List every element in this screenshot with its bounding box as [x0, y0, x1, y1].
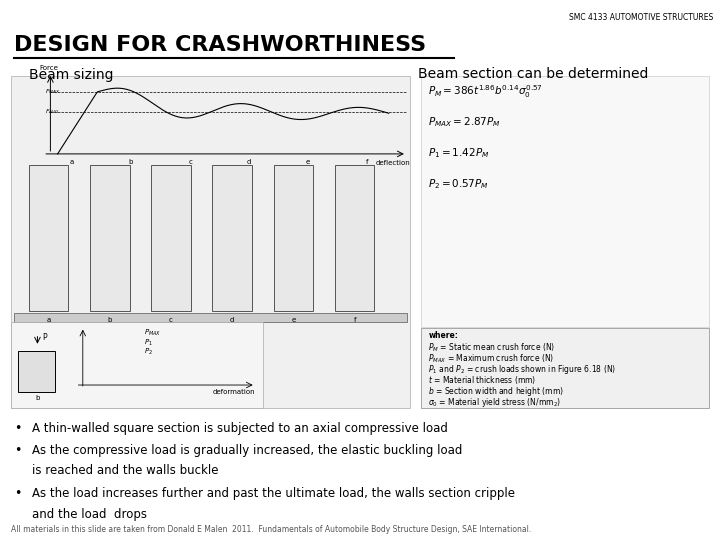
- Text: P: P: [42, 333, 46, 342]
- Bar: [18, 351, 55, 392]
- FancyBboxPatch shape: [421, 328, 709, 408]
- Text: f: f: [354, 317, 356, 323]
- Text: $P_2$: $P_2$: [144, 347, 153, 357]
- Text: f: f: [366, 159, 369, 165]
- Bar: [90, 165, 130, 310]
- Text: Beam section can be determined: Beam section can be determined: [418, 68, 648, 82]
- Text: A thin-walled square section is subjected to an axial compressive load: A thin-walled square section is subjecte…: [32, 422, 449, 435]
- FancyBboxPatch shape: [421, 76, 709, 327]
- Text: b: b: [129, 159, 133, 165]
- Text: c: c: [188, 159, 192, 165]
- Text: e: e: [292, 317, 295, 323]
- Text: Force: Force: [40, 65, 58, 71]
- Text: deflection: deflection: [376, 160, 410, 166]
- Text: $t$ = Material thickness (mm): $t$ = Material thickness (mm): [428, 374, 536, 386]
- Text: $\sigma_0$ = Material yield stress (N/mm$_2$): $\sigma_0$ = Material yield stress (N/mm…: [428, 396, 562, 409]
- Text: e: e: [306, 159, 310, 165]
- Bar: [14, 313, 407, 322]
- Text: $P_1$ and $P_2$ = crush loads shown in Figure 6.18 (N): $P_1$ and $P_2$ = crush loads shown in F…: [428, 363, 616, 376]
- FancyBboxPatch shape: [11, 76, 410, 408]
- Text: $P_1$: $P_1$: [144, 338, 153, 348]
- Text: $P_{MAX} = 2.87P_M$: $P_{MAX} = 2.87P_M$: [428, 115, 501, 129]
- Text: a: a: [70, 159, 74, 165]
- Text: $P_M = 386t^{1.86}b^{0.14}\sigma_0^{0.57}$: $P_M = 386t^{1.86}b^{0.14}\sigma_0^{0.57…: [428, 84, 543, 100]
- Text: $P_{MAX}$ = Maximum crush force (N): $P_{MAX}$ = Maximum crush force (N): [428, 353, 554, 365]
- Text: $F_{MAX}$: $F_{MAX}$: [45, 87, 60, 96]
- Text: deformation: deformation: [213, 389, 256, 395]
- Text: All materials in this slide are taken from Donald E Malen  2011.  Fundamentals o: All materials in this slide are taken fr…: [11, 524, 531, 534]
- Text: a: a: [47, 317, 50, 323]
- Text: SMC 4133 AUTOMOTIVE STRUCTURES: SMC 4133 AUTOMOTIVE STRUCTURES: [569, 14, 713, 23]
- Text: Beam sizing: Beam sizing: [29, 68, 113, 82]
- Text: $b$ = Section width and height (mm): $b$ = Section width and height (mm): [428, 385, 564, 398]
- Text: is reached and the walls buckle: is reached and the walls buckle: [32, 464, 219, 477]
- Bar: [212, 165, 252, 310]
- Text: •: •: [14, 487, 22, 500]
- Text: •: •: [14, 444, 22, 457]
- Text: $P_1 = 1.42P_M$: $P_1 = 1.42P_M$: [428, 146, 490, 160]
- Bar: [29, 165, 68, 310]
- Text: As the load increases further and past the ultimate load, the walls section crip: As the load increases further and past t…: [32, 487, 516, 500]
- Text: and the load  drops: and the load drops: [32, 508, 148, 521]
- Text: •: •: [14, 422, 22, 435]
- Bar: [151, 165, 191, 310]
- Text: $P_M$ = Static mean crush force (N): $P_M$ = Static mean crush force (N): [428, 342, 556, 354]
- Text: DESIGN FOR CRASHWORTHINESS: DESIGN FOR CRASHWORTHINESS: [14, 35, 426, 55]
- Bar: [274, 165, 313, 310]
- Text: d: d: [230, 317, 235, 323]
- Bar: [335, 165, 374, 310]
- Text: b: b: [107, 317, 112, 323]
- Text: As the compressive load is gradually increased, the elastic buckling load: As the compressive load is gradually inc…: [32, 444, 463, 457]
- Text: $P_{MAX}$: $P_{MAX}$: [144, 328, 161, 338]
- FancyBboxPatch shape: [11, 322, 263, 408]
- Text: d: d: [247, 159, 251, 165]
- Text: b: b: [35, 395, 40, 401]
- Text: $P_2 = 0.57P_M$: $P_2 = 0.57P_M$: [428, 178, 489, 192]
- Text: c: c: [169, 317, 173, 323]
- Text: $F_{AVG}$: $F_{AVG}$: [45, 107, 59, 116]
- Text: where:: where:: [428, 331, 458, 340]
